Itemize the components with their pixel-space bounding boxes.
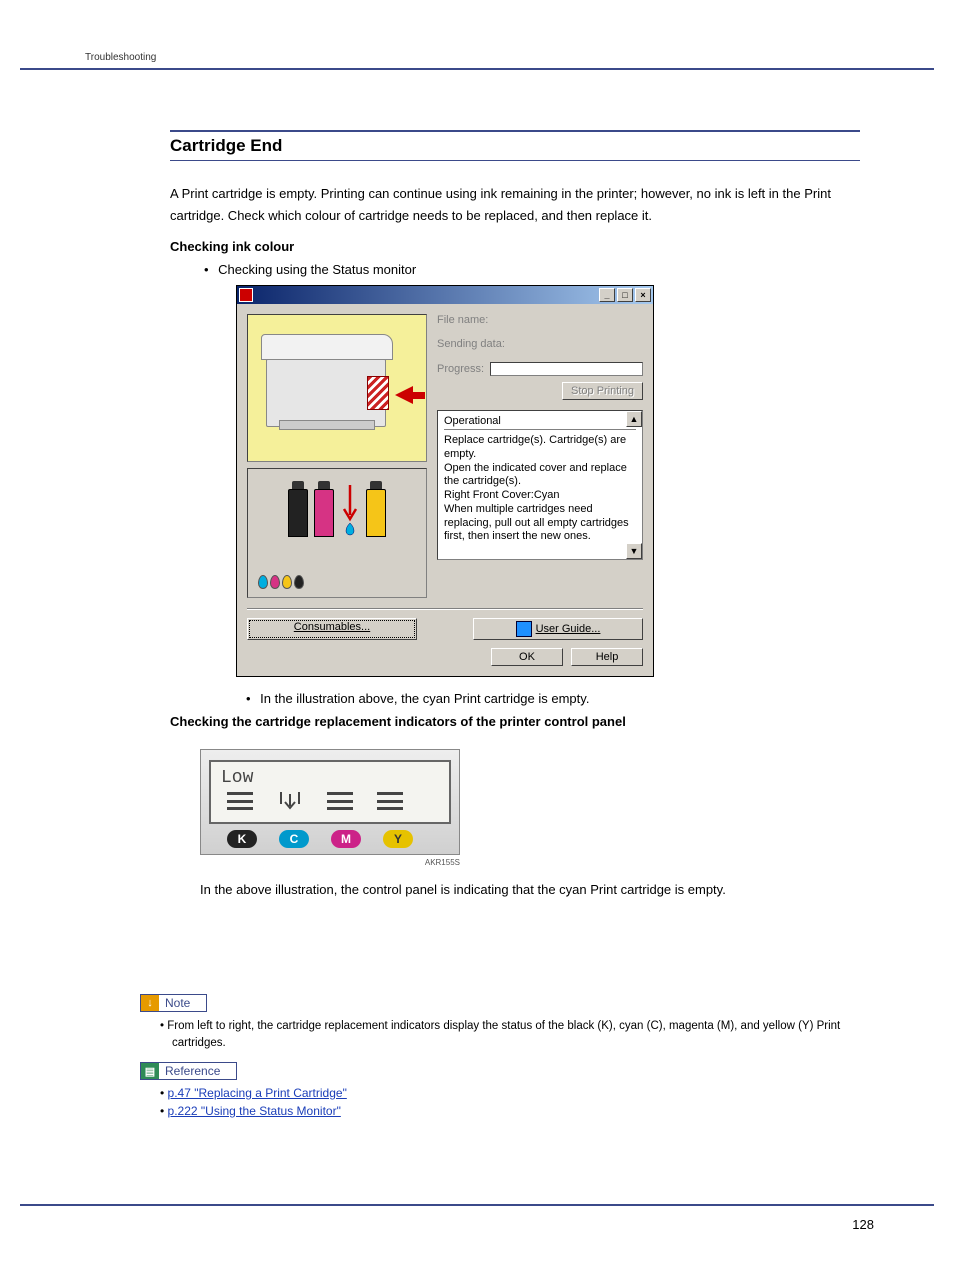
page-number: 128 [852, 1217, 874, 1232]
scroll-up-button[interactable]: ▲ [626, 411, 642, 427]
printer-illustration [247, 314, 427, 462]
note-tag: ↓ Note [140, 994, 207, 1012]
main-content: Cartridge End A Print cartridge is empty… [170, 130, 860, 913]
progress-label: Progress: [437, 363, 484, 375]
divider [247, 608, 643, 610]
header-rule [20, 68, 934, 70]
maximize-button[interactable]: □ [617, 288, 633, 302]
user-guide-button[interactable]: User Guide... [473, 618, 643, 640]
ink-drop-icon [270, 575, 280, 589]
colour-label-k: K [227, 830, 257, 848]
reference-link[interactable]: p.47 "Replacing a Print Cartridge" [168, 1086, 347, 1100]
scroll-down-button[interactable]: ▼ [626, 543, 642, 559]
intro-text: A Print cartridge is empty. Printing can… [170, 183, 860, 227]
ink-drop-icon [258, 575, 268, 589]
reference-label: Reference [159, 1064, 236, 1078]
cartridge-replace-icon [340, 481, 360, 537]
titlebar: _ □ × [237, 286, 653, 304]
reference-block: ▤ Reference p.47 "Replacing a Print Cart… [140, 1062, 860, 1122]
reference-item: p.47 "Replacing a Print Cartridge" [160, 1086, 860, 1100]
lcd-indicator-y [377, 792, 403, 810]
cartridge-icon [314, 481, 334, 537]
close-button[interactable]: × [635, 288, 651, 302]
page-header: Troubleshooting [85, 52, 156, 63]
status-text: Replace cartridge(s). Cartridge(s) are e… [444, 434, 636, 544]
status-monitor-window: _ □ × [236, 285, 654, 677]
reference-tag: ▤ Reference [140, 1062, 237, 1080]
ink-drop-icon [294, 575, 304, 589]
lcd-indicator-k [227, 792, 253, 810]
status-monitor-dialog-illustration: _ □ × [236, 285, 860, 677]
user-guide-icon [516, 621, 532, 637]
status-title: Operational [444, 415, 636, 430]
illustration-code: AKR155S [200, 858, 460, 867]
consumables-button[interactable]: Consumables... [247, 618, 417, 640]
section-title: Cartridge End [170, 136, 860, 156]
stop-printing-button[interactable]: Stop Printing [562, 382, 643, 400]
app-icon [239, 288, 253, 302]
ink-drop-icon [282, 575, 292, 589]
lcd-indicator-m [327, 792, 353, 810]
note-label: Note [159, 996, 206, 1010]
section-rule [170, 160, 860, 161]
reference-item: p.222 "Using the Status Monitor" [160, 1104, 860, 1118]
file-name-label: File name: [437, 314, 643, 326]
minimize-button[interactable]: _ [599, 288, 615, 302]
cartridge-status-panel [247, 468, 427, 598]
colour-label-c: C [279, 830, 309, 848]
sending-data-label: Sending data: [437, 338, 643, 350]
subheading-control-panel: Checking the cartridge replacement indic… [170, 714, 860, 729]
caption-panel: In the above illustration, the control p… [200, 879, 860, 901]
help-button[interactable]: Help [571, 648, 643, 666]
colour-label-y: Y [383, 830, 413, 848]
subheading-ink-colour: Checking ink colour [170, 239, 860, 254]
section-rule [170, 130, 860, 132]
reference-link[interactable]: p.222 "Using the Status Monitor" [168, 1104, 341, 1118]
lcd-indicator-c-replace [277, 792, 303, 812]
control-panel-illustration: Low K C M Y AKR155S [200, 749, 860, 867]
bullet-status-monitor: Checking using the Status monitor [218, 262, 860, 277]
footer-rule [20, 1204, 934, 1206]
colour-label-m: M [331, 830, 361, 848]
note-icon: ↓ [141, 995, 159, 1011]
caption-cyan-empty: In the illustration above, the cyan Prin… [260, 691, 860, 706]
note-text: From left to right, the cartridge replac… [160, 1018, 860, 1053]
lcd-text: Low [221, 768, 439, 788]
progress-bar [490, 362, 643, 376]
cartridge-icon [288, 481, 308, 537]
ok-button[interactable]: OK [491, 648, 563, 666]
cartridge-icon [366, 481, 386, 537]
status-message-box: ▲ Operational Replace cartridge(s). Cart… [437, 410, 643, 560]
reference-icon: ▤ [141, 1063, 159, 1079]
note-block: ↓ Note From left to right, the cartridge… [140, 994, 860, 1061]
